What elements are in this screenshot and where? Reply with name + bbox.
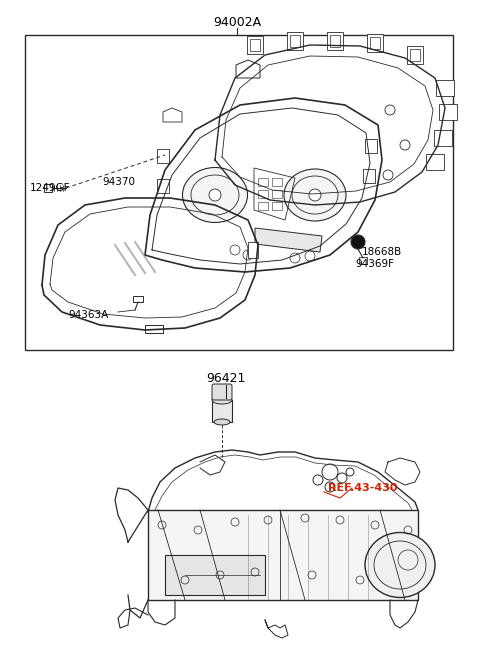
Bar <box>248 242 258 258</box>
Circle shape <box>209 189 221 201</box>
Text: 94363A: 94363A <box>68 310 108 320</box>
Circle shape <box>313 475 323 485</box>
Circle shape <box>325 482 335 492</box>
Circle shape <box>346 468 354 476</box>
Bar <box>290 35 300 47</box>
Circle shape <box>337 473 347 483</box>
Bar <box>157 179 169 193</box>
Ellipse shape <box>214 419 230 425</box>
Text: 96421: 96421 <box>206 371 246 384</box>
Bar <box>250 39 260 51</box>
Ellipse shape <box>212 396 232 404</box>
FancyBboxPatch shape <box>212 384 232 400</box>
Polygon shape <box>163 108 182 122</box>
Bar <box>44 184 52 192</box>
Bar <box>148 510 418 600</box>
Bar <box>165 555 265 595</box>
Bar <box>434 130 452 146</box>
Bar <box>370 37 380 49</box>
Bar <box>436 80 454 96</box>
Bar <box>133 296 143 302</box>
Bar <box>258 190 268 198</box>
Polygon shape <box>236 60 260 78</box>
Bar <box>365 139 377 153</box>
Bar <box>330 35 340 47</box>
Bar <box>367 34 383 52</box>
Text: REF.43-430: REF.43-430 <box>328 483 397 493</box>
Bar <box>212 400 232 422</box>
Bar <box>247 36 263 54</box>
Bar <box>272 178 282 186</box>
Text: 18668B: 18668B <box>362 247 402 257</box>
Text: 1249GF: 1249GF <box>30 183 71 193</box>
Bar <box>25 35 453 350</box>
Text: 94370: 94370 <box>102 177 135 187</box>
Bar <box>287 32 303 50</box>
Ellipse shape <box>182 167 248 222</box>
Bar <box>363 169 375 183</box>
Bar <box>359 257 367 264</box>
Circle shape <box>309 189 321 201</box>
Bar <box>410 49 420 61</box>
Bar <box>407 46 423 64</box>
Bar <box>157 149 169 163</box>
Ellipse shape <box>365 533 435 598</box>
Circle shape <box>351 235 365 249</box>
Text: 94002A: 94002A <box>213 16 261 28</box>
Bar <box>439 104 457 120</box>
Bar <box>426 154 444 170</box>
Circle shape <box>322 464 338 480</box>
Text: 94369F: 94369F <box>355 259 394 269</box>
Polygon shape <box>255 228 322 252</box>
Ellipse shape <box>284 169 346 221</box>
Bar <box>258 202 268 210</box>
Bar <box>272 202 282 210</box>
Bar <box>258 178 268 186</box>
Bar <box>145 325 163 333</box>
Bar <box>327 32 343 50</box>
Bar <box>272 190 282 198</box>
